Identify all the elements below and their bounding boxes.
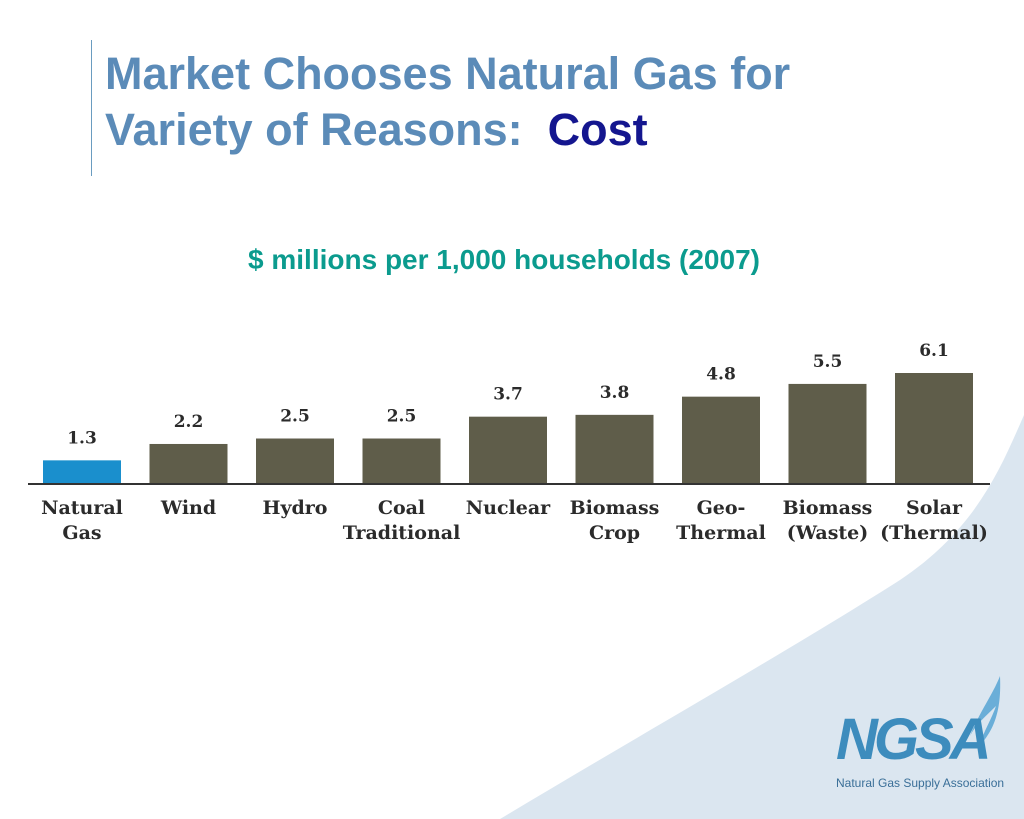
category-label-8-0: Solar (906, 497, 963, 519)
bar-value-label-1: 2.2 (174, 412, 204, 432)
bar-value-label-3: 2.5 (387, 407, 417, 427)
bar-0 (43, 460, 121, 484)
bar-3 (362, 438, 441, 484)
bar-2 (256, 438, 334, 484)
bar-8 (895, 373, 973, 484)
title-line-2: Variety of Reasons: (105, 104, 523, 155)
category-label-7-0: Biomass (783, 497, 873, 519)
category-label-4-0: Nuclear (466, 497, 551, 519)
title-line-1: Market Chooses Natural Gas for (105, 48, 791, 99)
title-accent-word: Cost (547, 104, 648, 155)
category-label-8-1: (Thermal) (880, 522, 988, 544)
bar-value-label-8: 6.1 (919, 341, 949, 361)
bar-value-label-7: 5.5 (813, 352, 843, 372)
category-label-0-0: Natural (41, 497, 123, 519)
bar-value-label-2: 2.5 (280, 407, 310, 427)
category-label-3-0: Coal (378, 497, 425, 519)
chart-subtitle: $ millions per 1,000 households (2007) (248, 244, 760, 275)
bar-value-label-5: 3.8 (600, 383, 630, 403)
bar-1 (149, 443, 228, 484)
category-label-1-0: Wind (160, 497, 216, 519)
bar-value-label-4: 3.7 (493, 385, 523, 405)
category-label-5-0: Biomass (570, 497, 660, 519)
category-label-7-1: (Waste) (787, 522, 869, 544)
flame-icon (970, 676, 1001, 748)
category-label-6-1: Thermal (676, 522, 766, 544)
category-label-2-0: Hydro (263, 497, 328, 519)
category-label-6-0: Geo- (697, 497, 746, 519)
slide-title: Market Chooses Natural Gas for Variety o… (105, 46, 790, 158)
bar-7 (788, 383, 867, 484)
bar-6 (682, 396, 760, 484)
category-label-3-1: Traditional (343, 522, 461, 544)
category-label-5-1: Crop (589, 522, 640, 544)
ngsa-logo: NGSA Natural Gas Supply Association (832, 676, 1008, 796)
bar-value-label-6: 4.8 (706, 365, 736, 385)
logo-wordmark: NGSA (836, 707, 992, 772)
bar-4 (469, 416, 547, 484)
bar-5 (575, 414, 654, 484)
title-divider (91, 40, 92, 176)
category-label-0-1: Gas (62, 522, 101, 544)
cost-bar-chart: 1.3 Natural Gas 2.2 Wind 2.5 Hydro 2.5 Coal Tradi… (28, 341, 990, 544)
logo-caption: Natural Gas Supply Association (836, 776, 1005, 790)
bar-value-label-0: 1.3 (67, 428, 97, 448)
